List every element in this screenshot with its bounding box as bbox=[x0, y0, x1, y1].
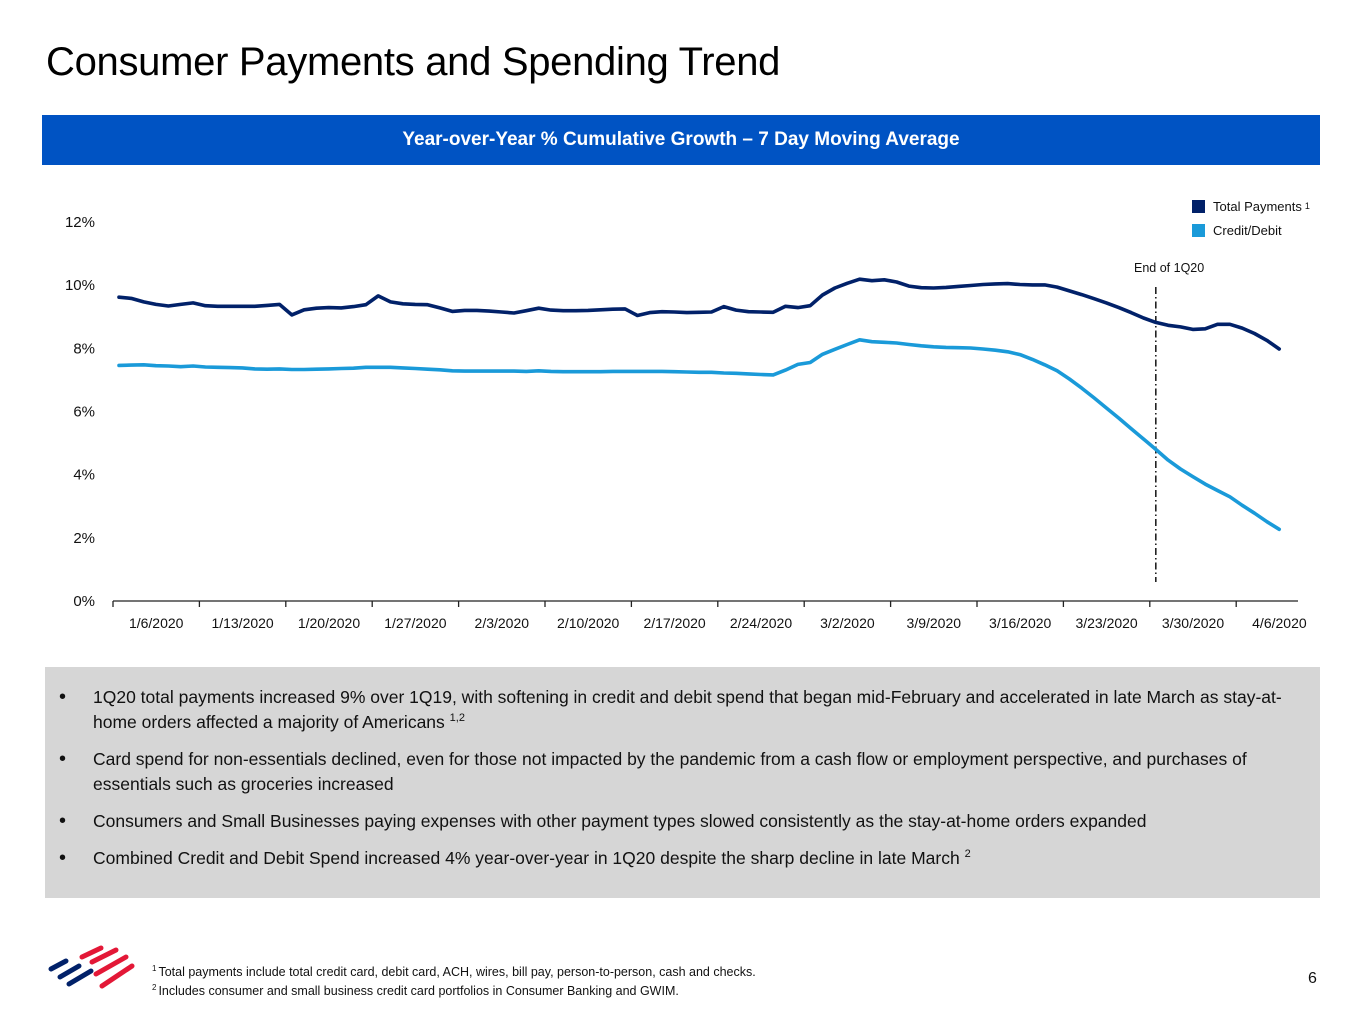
bullet-text: 1Q20 total payments increased 9% over 1Q… bbox=[93, 687, 1282, 732]
bullet-item: • 1Q20 total payments increased 9% over 1… bbox=[59, 685, 1300, 735]
legend-label: Credit/Debit bbox=[1213, 222, 1282, 238]
bullet-footnote-ref: 1,2 bbox=[449, 712, 465, 725]
x-tick-label: 3/2/2020 bbox=[820, 615, 875, 631]
x-tick-label: 4/6/2020 bbox=[1252, 615, 1307, 631]
bullet-icon: • bbox=[59, 686, 67, 708]
footnote-text: Total payments include total credit card… bbox=[158, 965, 756, 979]
x-tick-label: 3/16/2020 bbox=[989, 615, 1051, 631]
series-line-total-payments bbox=[117, 277, 1281, 351]
y-tick-label: 12% bbox=[65, 214, 95, 231]
legend-item-total-payments: Total Payments 1 bbox=[1192, 194, 1310, 218]
footnotes: 1 Total payments include total credit car… bbox=[152, 963, 756, 1001]
y-tick-label: 6% bbox=[73, 404, 95, 421]
x-axis: 1/6/2020 1/13/2020 1/20/2020 1/27/2020 2/3/2… bbox=[112, 600, 1307, 631]
footnote-number: 1 bbox=[152, 963, 157, 973]
bullet-icon: • bbox=[59, 810, 67, 832]
key-points-list: • 1Q20 total payments increased 9% over 1… bbox=[45, 667, 1320, 871]
legend-swatch-credit-debit bbox=[1192, 223, 1205, 237]
x-tick-label: 2/17/2020 bbox=[643, 615, 705, 631]
y-tick-label: 10% bbox=[65, 277, 95, 294]
bullet-text: Card spend for non-essentials declined, … bbox=[93, 749, 1247, 794]
x-tick-label: 3/23/2020 bbox=[1075, 615, 1137, 631]
x-tick-label: 1/27/2020 bbox=[384, 615, 446, 631]
key-points-panel: • 1Q20 total payments increased 9% over 1… bbox=[45, 667, 1320, 898]
bullet-text: Consumers and Small Businesses paying ex… bbox=[93, 811, 1147, 831]
legend-item-credit-debit: Credit/Debit bbox=[1192, 218, 1310, 242]
bullet-footnote-ref: 2 bbox=[964, 848, 971, 861]
y-tick-label: 2% bbox=[73, 530, 95, 547]
bullet-item: • Consumers and Small Businesses paying e… bbox=[59, 809, 1300, 834]
x-tick-label: 2/10/2020 bbox=[557, 615, 619, 631]
end-of-quarter-label: End of 1Q20 bbox=[1134, 261, 1205, 275]
legend-swatch-total-payments bbox=[1192, 199, 1205, 213]
footnote: 1 Total payments include total credit car… bbox=[152, 963, 756, 982]
bullet-text: Combined Credit and Debit Spend increase… bbox=[93, 848, 960, 868]
y-tick-label: 4% bbox=[73, 467, 95, 484]
bank-flag-logo-icon bbox=[48, 945, 135, 989]
y-tick-label: 8% bbox=[73, 340, 95, 357]
y-axis: 0% 2% 4% 6% 8% 10% 12% bbox=[65, 214, 95, 610]
series-line-credit-debit bbox=[117, 337, 1281, 532]
chart-title: Year-over-Year % Cumulative Growth – 7 D… bbox=[402, 129, 960, 150]
x-tick-label: 1/6/2020 bbox=[129, 615, 184, 631]
series-group bbox=[117, 277, 1281, 532]
chart-title-banner: Year-over-Year % Cumulative Growth – 7 D… bbox=[42, 115, 1320, 165]
footnote-number: 2 bbox=[152, 982, 157, 992]
x-tick-label: 3/9/2020 bbox=[907, 615, 962, 631]
page-title: Consumer Payments and Spending Trend bbox=[46, 40, 781, 84]
bullet-item: • Card spend for non-essentials declined,… bbox=[59, 747, 1300, 797]
bullet-icon: • bbox=[59, 847, 67, 869]
footnote: 2 Includes consumer and small business cr… bbox=[152, 982, 756, 1001]
footnote-text: Includes consumer and small business cre… bbox=[158, 984, 679, 998]
y-tick-label: 0% bbox=[73, 593, 95, 610]
x-tick-label: 1/13/2020 bbox=[211, 615, 273, 631]
x-tick-label: 1/20/2020 bbox=[298, 615, 360, 631]
bullet-item: • Combined Credit and Debit Spend increas… bbox=[59, 846, 1300, 871]
x-tick-label: 3/30/2020 bbox=[1162, 615, 1224, 631]
x-tick-label: 2/24/2020 bbox=[730, 615, 792, 631]
chart-legend: Total Payments 1 Credit/Debit bbox=[1192, 194, 1310, 242]
legend-label: Total Payments bbox=[1213, 198, 1302, 214]
legend-footnote-ref: 1 bbox=[1304, 201, 1310, 211]
line-chart: 0% 2% 4% 6% 8% 10% 12% 1/6/2020 1/13/2020 1/20/2… bbox=[65, 214, 1307, 631]
x-tick-label: 2/3/2020 bbox=[475, 615, 530, 631]
bullet-icon: • bbox=[59, 748, 67, 770]
page-number: 6 bbox=[1308, 970, 1317, 987]
